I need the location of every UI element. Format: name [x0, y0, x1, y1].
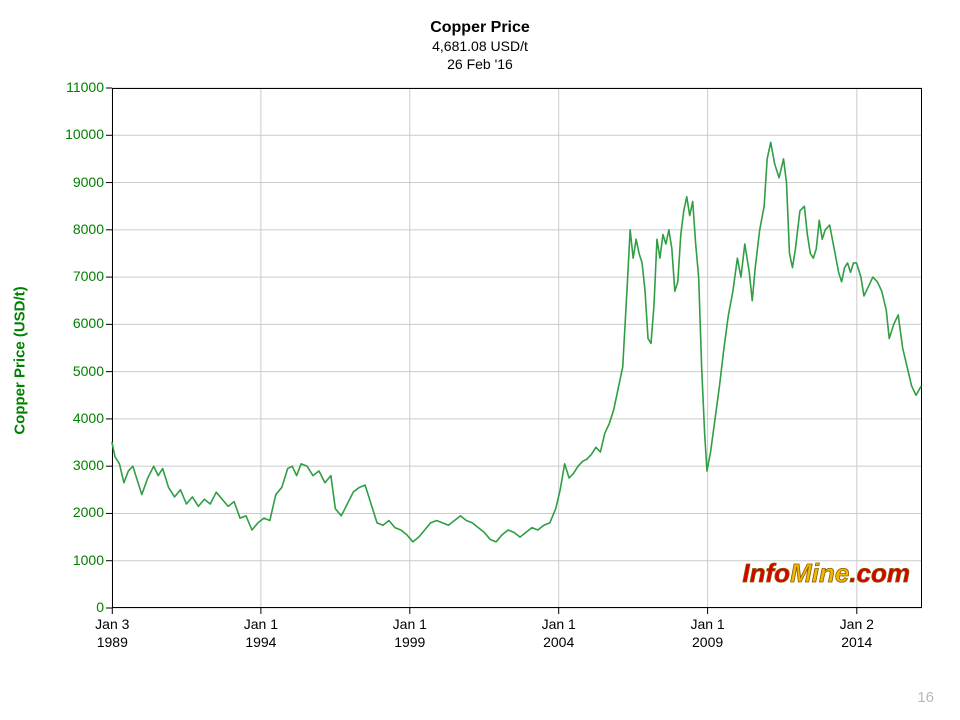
y-tick-label: 10000	[56, 126, 104, 142]
chart-plot-area: InfoMine.com	[112, 88, 922, 608]
x-tick-label: Jan 12004	[529, 616, 589, 651]
chart-subtitle-date: 26 Feb '16	[0, 56, 960, 74]
y-tick-label: 9000	[56, 174, 104, 190]
page-number: 16	[917, 689, 934, 706]
x-tick-label: Jan 11994	[231, 616, 291, 651]
svg-text:InfoMine.com: InfoMine.com	[742, 558, 910, 588]
x-tick-label: Jan 31989	[82, 616, 142, 651]
y-tick-label: 8000	[56, 221, 104, 237]
y-axis-label-text: Copper Price (USD/t)	[12, 286, 29, 434]
chart-subtitle-price: 4,681.08 USD/t	[0, 38, 960, 56]
page: Copper Price 4,681.08 USD/t 26 Feb '16 C…	[0, 0, 960, 720]
x-tick-label: Jan 22014	[827, 616, 887, 651]
y-tick-label: 4000	[56, 410, 104, 426]
y-tick-label: 3000	[56, 457, 104, 473]
y-tick-label: 7000	[56, 268, 104, 284]
x-tick-label: Jan 12009	[678, 616, 738, 651]
y-tick-label: 5000	[56, 363, 104, 379]
chart-svg: InfoMine.com	[112, 88, 922, 608]
y-tick-label: 11000	[56, 79, 104, 95]
y-tick-label: 6000	[56, 315, 104, 331]
y-tick-label: 0	[56, 599, 104, 615]
y-tick-label: 1000	[56, 552, 104, 568]
chart-title-block: Copper Price 4,681.08 USD/t 26 Feb '16	[0, 18, 960, 73]
chart-title: Copper Price	[0, 18, 960, 38]
y-axis-label: Copper Price (USD/t)	[6, 0, 34, 720]
y-tick-label: 2000	[56, 504, 104, 520]
x-tick-label: Jan 11999	[380, 616, 440, 651]
